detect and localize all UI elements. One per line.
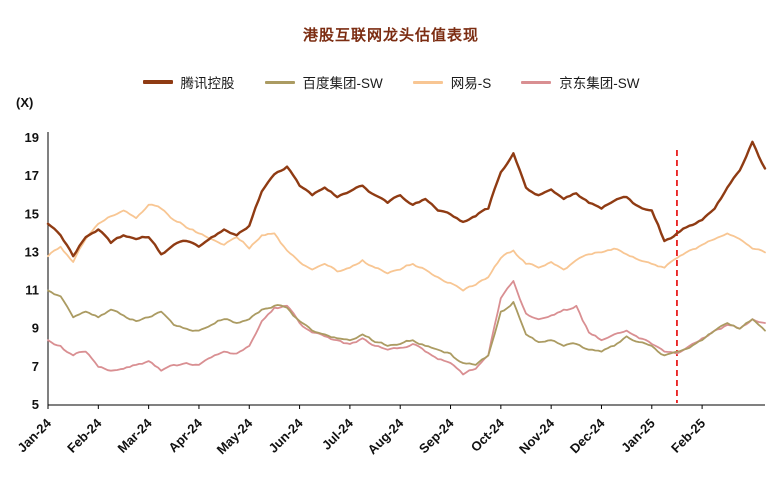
legend-label-tencent: 腾讯控股 — [180, 76, 235, 91]
x-tick-label: Nov-24 — [516, 415, 558, 457]
y-tick-label: 5 — [32, 397, 39, 412]
x-tick-label: Oct-24 — [468, 415, 508, 455]
y-axis-unit-label: (X) — [16, 95, 34, 110]
x-tick-label: Feb-24 — [64, 415, 105, 456]
series-line-tencent — [46, 140, 767, 258]
y-tick-label: 13 — [25, 244, 39, 259]
y-tick-label: 9 — [32, 321, 39, 336]
y-tick-label: 19 — [25, 130, 39, 145]
x-tick-label: Jul-24 — [319, 415, 357, 453]
legend-label-jd: 京东集团-SW — [559, 76, 640, 91]
series-line-netease — [47, 203, 766, 292]
legend-item-baidu: 百度集团-SW — [264, 72, 383, 92]
x-tick-label: Sep-24 — [416, 415, 457, 456]
legend-swatch-netease — [412, 80, 443, 84]
x-tick-label: Feb-25 — [668, 416, 708, 456]
y-tick-label: 15 — [25, 206, 39, 221]
legend-item-tencent: 腾讯控股 — [142, 72, 235, 92]
legend-item-netease: 网易-S — [412, 72, 492, 92]
series-line-baidu — [47, 289, 766, 366]
y-tick-label: 17 — [25, 168, 39, 183]
chart-legend: 腾讯控股 百度集团-SW 网易-S 京东集团-SW — [0, 72, 782, 92]
x-tick-label: Dec-24 — [567, 415, 608, 456]
legend-swatch-baidu — [264, 80, 295, 84]
legend-label-baidu: 百度集团-SW — [302, 76, 383, 91]
x-tick-label: Aug-24 — [365, 415, 407, 457]
x-tick-label: Mar-24 — [115, 415, 156, 456]
legend-item-jd: 京东集团-SW — [521, 72, 640, 92]
y-tick-label: 7 — [32, 359, 39, 374]
x-tick-label: Jan-25 — [618, 416, 658, 456]
legend-swatch-jd — [521, 80, 552, 84]
x-tick-label: Jun-24 — [265, 415, 306, 456]
series-line-jd — [47, 280, 766, 376]
chart-title: 港股互联网龙头估值表现 — [302, 27, 479, 44]
x-tick-label: May-24 — [214, 415, 256, 457]
y-tick-label: 11 — [25, 283, 39, 298]
x-tick-label: Jan-24 — [14, 415, 54, 455]
x-tick-label: Apr-24 — [165, 415, 205, 455]
legend-swatch-tencent — [142, 80, 173, 84]
legend-label-netease: 网易-S — [450, 76, 492, 91]
